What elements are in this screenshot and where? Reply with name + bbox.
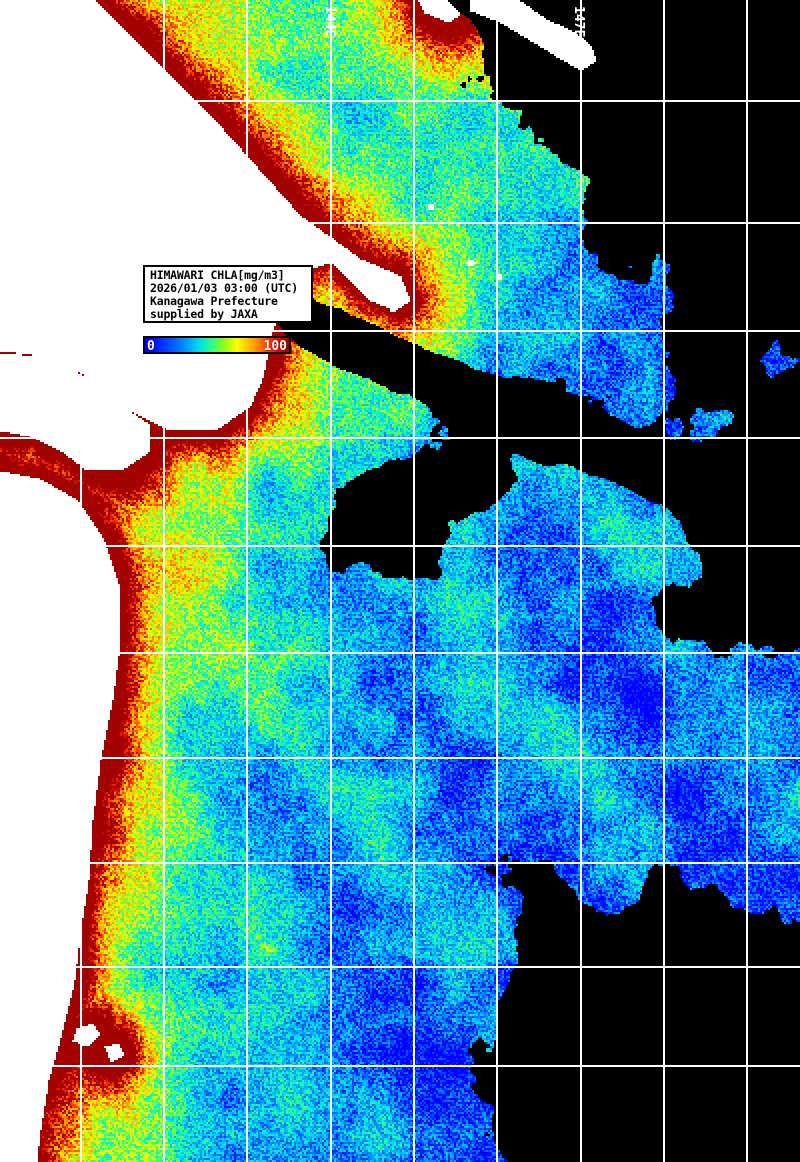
grid-line-horizontal-5 (0, 652, 800, 654)
legend-line-title: HIMAWARI CHLA[mg/m3] (150, 268, 285, 282)
grid-line-vertical-7 (663, 0, 665, 1162)
grid-line-horizontal-8 (0, 966, 800, 968)
longitude-label-147E: 147E (571, 6, 586, 38)
grid-line-horizontal-6 (0, 757, 800, 759)
grid-line-horizontal-7 (0, 862, 800, 864)
grid-line-vertical-8 (746, 0, 748, 1162)
grid-line-horizontal-2 (0, 330, 800, 332)
grid-line-vertical-4 (413, 0, 415, 1162)
grid-line-vertical-1 (163, 0, 165, 1162)
grid-line-horizontal-9 (0, 1065, 800, 1067)
grid-line-vertical-3 (330, 0, 332, 1162)
legend-line-datetime: 2026/01/03 03:00 (UTC) (150, 281, 298, 295)
legend-info-box: HIMAWARI CHLA[mg/m3] 2026/01/03 03:00 (U… (143, 265, 313, 323)
colorbar-min-label: 0 (147, 339, 155, 354)
grid-line-horizontal-3 (0, 437, 800, 439)
grid-line-horizontal-0 (0, 100, 800, 102)
grid-line-vertical-2 (246, 0, 248, 1162)
legend-line-region: Kanagawa Prefecture (150, 294, 278, 308)
legend-line-credit: supplied by JAXA (150, 307, 258, 321)
latitude-label-45N: 45N (2, 92, 26, 107)
grid-line-vertical-5 (496, 0, 498, 1162)
grid-line-vertical-6 (580, 0, 582, 1162)
longitude-label-144E: 144E (322, 6, 337, 38)
grid-line-vertical-0 (80, 0, 82, 1162)
grid-line-horizontal-4 (0, 545, 800, 547)
colorbar: 0 100 (143, 336, 291, 354)
longitude-label-141E: 141E (73, 6, 88, 38)
grid-line-horizontal-1 (0, 222, 800, 224)
colorbar-gradient (145, 338, 289, 352)
colorbar-max-label: 100 (263, 339, 287, 354)
